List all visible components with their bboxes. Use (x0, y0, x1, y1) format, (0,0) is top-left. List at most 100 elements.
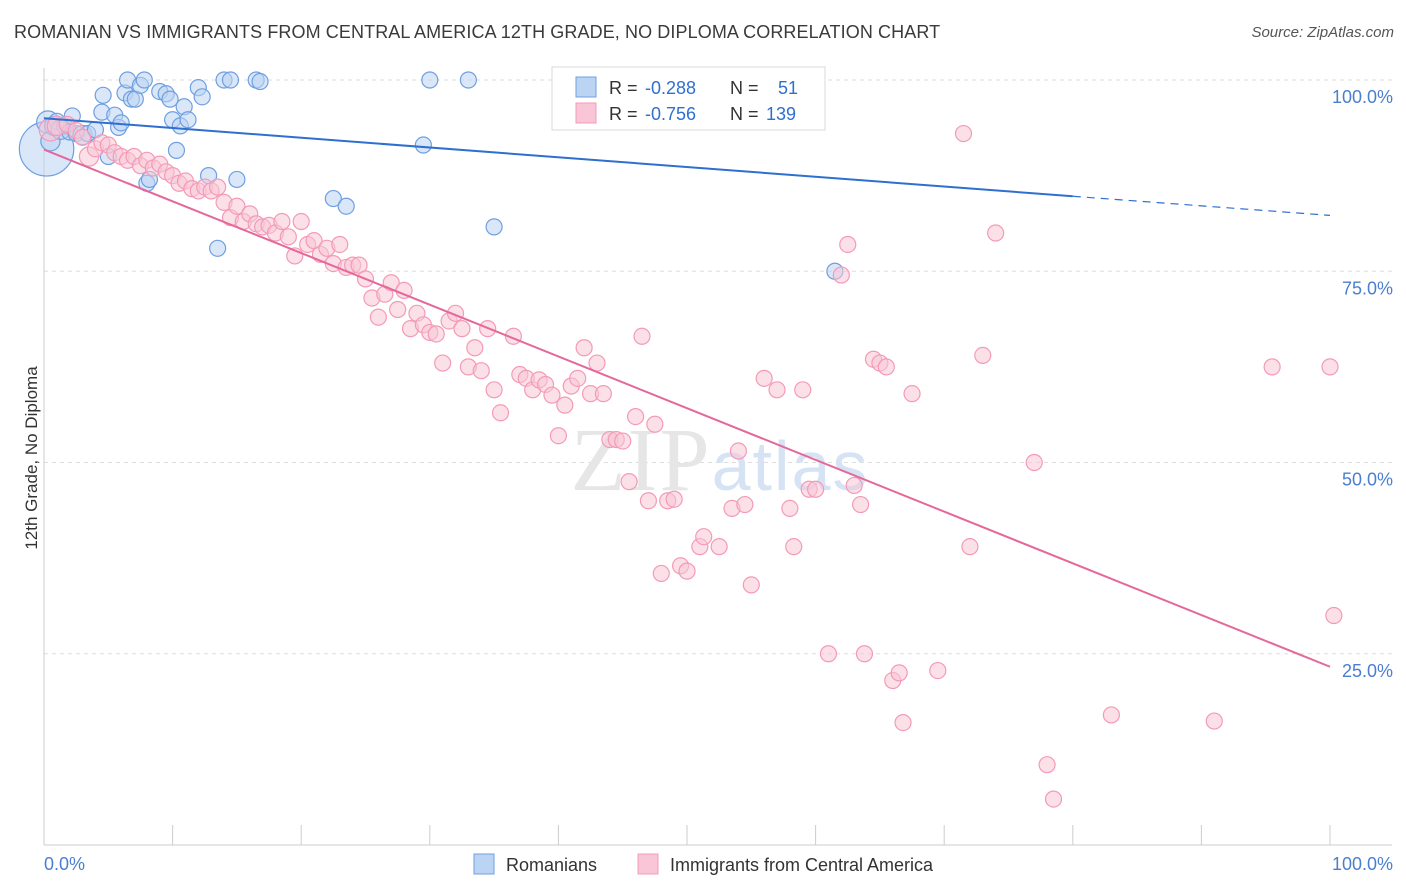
data-point-central-america (678, 562, 696, 580)
y-tick-label: 25.0% (1342, 661, 1393, 681)
stats-n-label-blue: N = (730, 78, 759, 98)
y-tick-label: 75.0% (1342, 278, 1393, 298)
data-point-central-america (549, 427, 568, 445)
data-point-central-america (427, 325, 445, 343)
x-tick-label: 0.0% (44, 854, 85, 874)
stats-n-label-pink: N = (730, 104, 759, 124)
data-point-romanians (324, 189, 342, 208)
data-point-central-america (855, 645, 874, 663)
data-point-central-america (736, 495, 754, 514)
data-point-central-america (794, 381, 812, 399)
data-point-central-america (665, 490, 683, 508)
data-point-romanians (161, 90, 179, 108)
data-point-central-america (755, 369, 773, 387)
data-point-central-america (543, 386, 561, 404)
stats-swatch-pink (575, 102, 597, 124)
data-point-central-america (1325, 606, 1343, 625)
data-point-central-america (695, 528, 713, 546)
x-tick-labels: 0.0% 100.0% (44, 854, 1393, 874)
y-tick-label: 50.0% (1342, 470, 1393, 490)
legend-swatch-romanians (473, 853, 495, 875)
y-axis-title: 12th Grade, No Diploma (22, 366, 41, 550)
data-point-central-america (903, 385, 921, 403)
series-central-america (38, 72, 1343, 808)
data-point-central-america (620, 473, 638, 491)
data-point-central-america (228, 197, 246, 215)
data-point-central-america (954, 124, 973, 143)
data-point-romanians (228, 170, 246, 189)
data-point-romanians (209, 239, 227, 257)
data-point-central-america (466, 339, 484, 357)
data-point-central-america (710, 538, 728, 556)
data-point-central-america (890, 664, 908, 682)
stats-n-value-blue: 51 (778, 78, 798, 98)
trend-line-romanians (43, 117, 1073, 198)
stats-r-value-blue: -0.288 (645, 78, 696, 98)
data-point-central-america (806, 480, 825, 498)
data-point-central-america (556, 396, 574, 414)
data-point-central-america (1038, 756, 1056, 774)
data-point-central-america (389, 300, 407, 319)
legend-swatch-central-america (637, 853, 659, 875)
data-point-romanians (459, 71, 477, 89)
data-point-central-america (305, 232, 323, 250)
data-point-central-america (729, 442, 748, 460)
data-point-romanians (485, 218, 503, 236)
data-point-central-america (1102, 706, 1120, 724)
stats-legend: R = -0.288 N = 51 R = -0.756 N = 139 (551, 66, 826, 131)
data-point-romanians (135, 71, 153, 89)
data-point-central-america (633, 327, 651, 345)
data-point-central-america (331, 235, 349, 254)
data-point-central-america (894, 713, 912, 732)
data-point-central-america (639, 492, 658, 510)
trend-lines (43, 117, 1331, 668)
data-point-central-america (652, 564, 670, 583)
data-point-central-america (453, 320, 471, 338)
stats-n-value-pink: 139 (766, 104, 796, 124)
data-point-central-america (292, 212, 310, 231)
data-point-central-america (569, 369, 587, 387)
data-point-central-america (961, 538, 979, 556)
data-point-central-america (832, 266, 850, 284)
data-point-romanians (179, 111, 197, 129)
data-point-central-america (594, 385, 613, 403)
data-point-central-america (1321, 358, 1339, 376)
data-point-central-america (1044, 790, 1063, 808)
data-point-central-america (974, 346, 992, 364)
legend-label-central-america: Immigrants from Central America (670, 855, 934, 875)
stats-legend-box (551, 66, 826, 131)
stats-r-label-pink: R = (609, 104, 638, 124)
data-point-central-america (852, 495, 870, 514)
data-point-central-america (491, 404, 510, 422)
data-point-romanians (221, 71, 240, 89)
legend-label-romanians: Romanians (506, 855, 597, 875)
data-point-central-america (209, 178, 227, 196)
data-point-central-america (350, 256, 368, 274)
source-label: Source: ZipAtlas.com (1251, 24, 1394, 41)
axes (43, 68, 1392, 846)
data-point-romanians (167, 141, 186, 159)
trend-line-romanians-extension (1072, 195, 1331, 217)
x-tick-label: 100.0% (1332, 854, 1393, 874)
y-tick-label: 100.0% (1332, 87, 1393, 107)
data-point-central-america (929, 661, 947, 680)
data-point-central-america (626, 408, 645, 426)
trend-line-central-america (43, 148, 1331, 668)
data-point-central-america (273, 212, 291, 231)
stats-r-value-pink: -0.756 (645, 104, 696, 124)
data-point-central-america (485, 381, 503, 399)
data-point-romanians (94, 86, 112, 104)
data-point-central-america (434, 354, 452, 372)
data-point-central-america (877, 358, 895, 376)
data-point-romanians (193, 88, 211, 106)
data-point-central-america (742, 576, 760, 594)
data-point-romanians (421, 71, 439, 89)
data-point-central-america (839, 235, 857, 254)
data-point-central-america (73, 128, 92, 146)
data-point-central-america (614, 432, 632, 450)
stats-r-label-blue: R = (609, 78, 638, 98)
watermark-atlas: atlas (712, 427, 870, 505)
data-point-central-america (987, 224, 1005, 242)
data-point-central-america (1263, 358, 1281, 376)
